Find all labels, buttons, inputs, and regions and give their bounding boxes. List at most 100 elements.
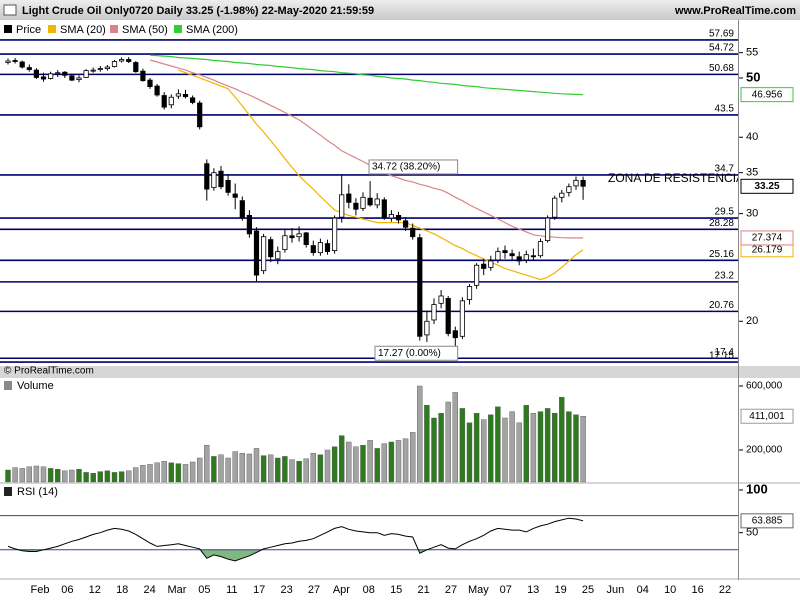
candle-body [395,214,402,221]
volume-bar [374,448,380,483]
candle-body [282,235,288,250]
candle-body [182,94,189,98]
value-box-label: 46.956 [752,89,783,100]
candle-body [119,59,125,62]
legend-label: Price [16,24,41,36]
x-tick-label: Mar [168,584,187,596]
value-box-label: 411,001 [749,411,785,422]
volume-bar [317,454,324,483]
volume-bar [140,465,146,483]
x-tick-label: Feb [31,584,50,596]
candle-body [76,77,82,80]
y-tick-label: 35 [746,167,758,179]
legend-bg [0,21,245,37]
candle-body [445,297,451,334]
volume-bar [83,472,89,483]
panel-label-bg [0,379,56,392]
candle-body [303,232,309,245]
candle-body [488,260,494,268]
candle-body [104,66,110,69]
candle-body [530,255,537,258]
x-tick-label: 22 [719,584,731,596]
volume-bar [204,445,210,483]
candle-body [48,73,54,79]
candle-body [218,170,224,188]
volume-bar [331,446,338,483]
volume-bar [552,413,558,483]
candle-body [225,179,231,193]
volume-bar [303,458,309,483]
candle-body [410,227,416,238]
volume-bar [253,448,260,483]
volume-bar [573,414,579,483]
candle-body [197,102,203,128]
x-tick-label: 04 [637,584,649,596]
annotation: ZONA DE RESISTENCIA [608,171,744,185]
volume-bar [402,438,409,483]
volume-bar [268,454,274,483]
candle-body [275,251,281,260]
legend-label: SMA (200) [186,24,238,36]
x-tick-label: 23 [280,584,292,596]
level-label: 34.7 [715,164,735,175]
candle-body [12,60,18,62]
y-tick-label: 200,000 [746,445,783,456]
candle-body [26,67,32,71]
candle-body [168,96,174,106]
level-label: 17.4 [715,347,735,358]
x-tick-label: 15 [390,584,402,596]
volume-bar [410,432,416,483]
level-label: 50.68 [709,63,734,74]
legend-label: SMA (20) [60,24,106,36]
candle-body [83,70,89,78]
volume-bar [225,457,231,483]
candle-body [388,214,395,219]
candle-body [523,254,529,261]
volume-bar [47,468,54,483]
level-label: 29.5 [715,207,735,218]
candle-body [537,241,544,257]
level-label: 57.69 [709,29,734,40]
volume-bar [33,465,40,483]
y-tick-label: 55 [746,47,758,59]
candle-body [289,235,295,239]
candle-body [559,192,565,198]
candle-body [246,214,252,235]
candle-body [431,304,437,321]
volume-bar [473,413,480,483]
legend-label: SMA (50) [122,24,168,36]
y-tick-label: 600,000 [746,381,783,392]
volume-bar [125,470,132,483]
candle-body [495,251,501,261]
x-tick-label: 27 [445,584,457,596]
volume-bar [481,419,487,483]
candle-body [509,253,515,257]
level-label: 23.2 [715,271,735,282]
candle-body [580,179,586,187]
candle-body [459,300,466,337]
volume-bar [530,413,537,483]
volume-bar [62,470,68,483]
volume-bar [296,461,302,483]
candle-body [97,68,103,71]
volume-bar [97,471,104,483]
y-tick-label: 50 [746,527,758,539]
candle-body [438,295,444,304]
candle-body [175,93,181,97]
panel-title: Volume [17,380,54,392]
sma-line [178,69,584,281]
volume-bar [580,416,586,483]
x-tick-label: 11 [226,584,237,596]
candle-body [211,172,217,188]
y-tick-label: 100 [746,481,768,496]
rsi-panel [0,484,738,578]
volume-bar [360,445,366,483]
x-tick-label: May [468,584,489,596]
volume-bar [133,467,139,483]
volume-bar [353,446,359,483]
candle-body [317,242,324,254]
candle-body [473,264,480,286]
panel-label-bg [0,485,64,498]
x-tick-label: 13 [527,584,539,596]
